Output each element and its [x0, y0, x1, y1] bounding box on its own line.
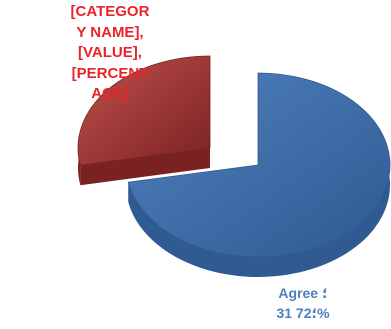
slice-label-agree-line2: 31 ؛72% [276, 304, 330, 321]
slice-label-placeholder: [CATEGORY NAME], [VALUE], [PERCENTAGE] [70, 3, 150, 102]
pie-slice-0 [127, 72, 391, 277]
pie-slice-1 [77, 55, 211, 186]
slice-label-agree: Agree ؛ 31 ؛72% [258, 284, 348, 323]
slice-label-agree-line1: Agree ؛ [278, 285, 328, 301]
